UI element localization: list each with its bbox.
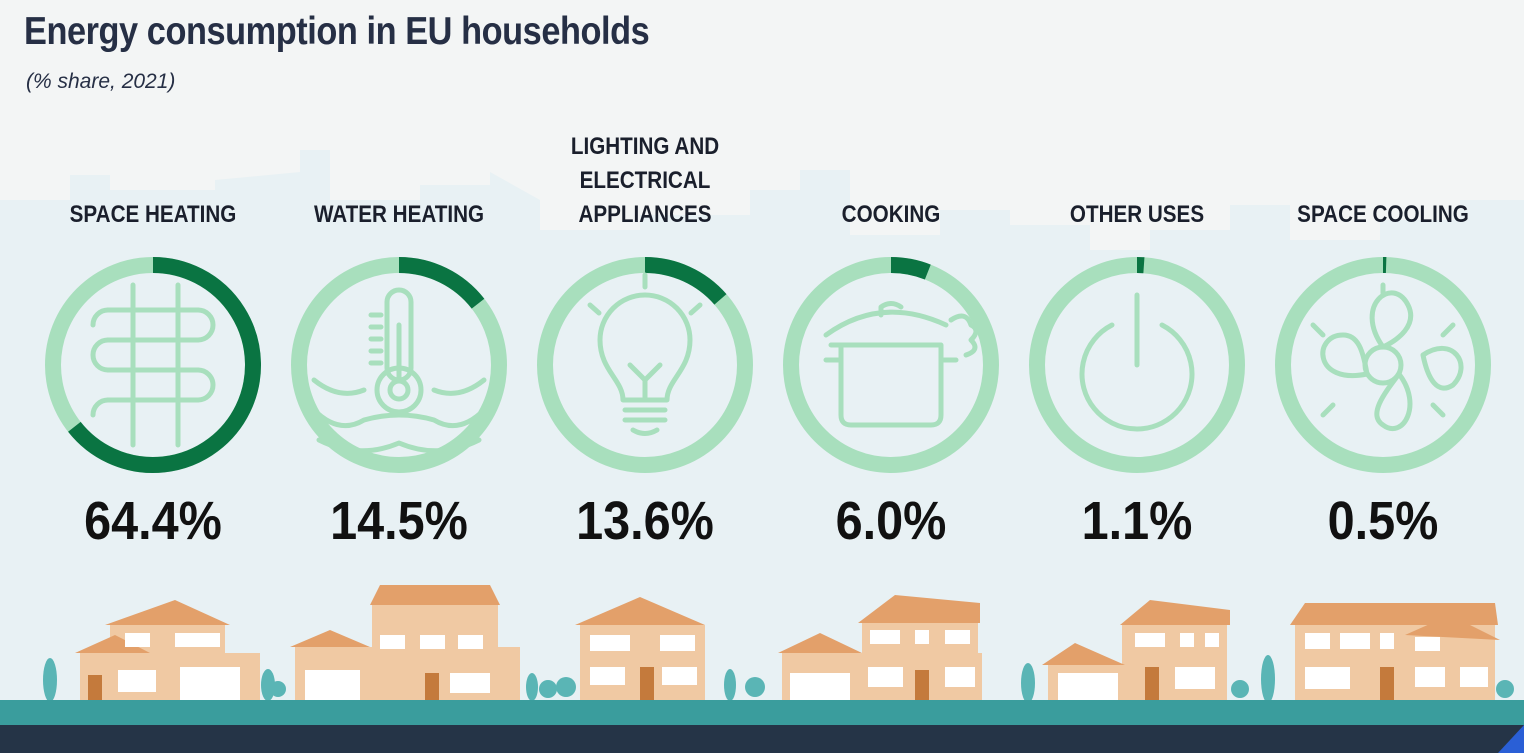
donut-value-arc [644, 257, 727, 305]
donut-value-arc [68, 257, 261, 473]
item-label-line: APPLIANCES [578, 201, 712, 228]
item-label-line: WATER HEATING [313, 201, 485, 228]
background-skyline [0, 150, 1524, 700]
lightbulb-icon [587, 272, 703, 436]
item-value: 64.4% [84, 491, 222, 551]
donut-chart [783, 257, 999, 473]
item-value: 0.5% [1327, 491, 1439, 551]
thermometer-icon [311, 287, 487, 454]
donut-chart [537, 257, 753, 473]
item-label-line: ELECTRICAL [579, 167, 711, 194]
chart-subtitle: (% share, 2021) [26, 70, 176, 93]
item-label: WATER HEATING [296, 198, 502, 232]
houses-illustration [43, 585, 1514, 703]
donut-chart [1275, 257, 1491, 473]
donut-chart [291, 257, 507, 473]
donut-chart [45, 257, 261, 473]
donut-track [1029, 257, 1245, 473]
item-label: LIGHTING AND ELECTRICAL APPLIANCES [542, 130, 748, 232]
donut-track [291, 257, 507, 473]
item-label-line: SPACE HEATING [69, 201, 237, 228]
item-label: OTHER USES [1034, 198, 1240, 232]
item-value: 6.0% [835, 491, 947, 551]
item-value: 1.1% [1081, 491, 1193, 551]
item-value: 14.5% [330, 491, 468, 551]
chart-title: Energy consumption in EU households [24, 10, 650, 53]
footer-band [0, 725, 1524, 753]
item-label: SPACE HEATING [50, 198, 256, 232]
cooking-pot-icon [823, 301, 979, 428]
donut-chart [1029, 257, 1245, 473]
radiator-icon [90, 282, 216, 448]
donut-value-arc [398, 257, 485, 309]
item-label-line: OTHER USES [1069, 201, 1205, 228]
item-label-line: SPACE COOLING [1297, 201, 1469, 228]
donut-value-arc [890, 257, 931, 280]
corner-accent [1498, 725, 1524, 753]
item-value: 13.6% [576, 491, 714, 551]
item-label-line: LIGHTING AND [570, 133, 720, 160]
donut-track [783, 257, 999, 473]
item-label: SPACE COOLING [1280, 198, 1486, 232]
item-label: COOKING [788, 198, 994, 232]
fan-icon [1310, 282, 1464, 432]
power-icon [1079, 292, 1195, 432]
donut-track [1275, 257, 1491, 473]
item-label-line: COOKING [841, 201, 941, 228]
ground-strip [0, 700, 1524, 725]
